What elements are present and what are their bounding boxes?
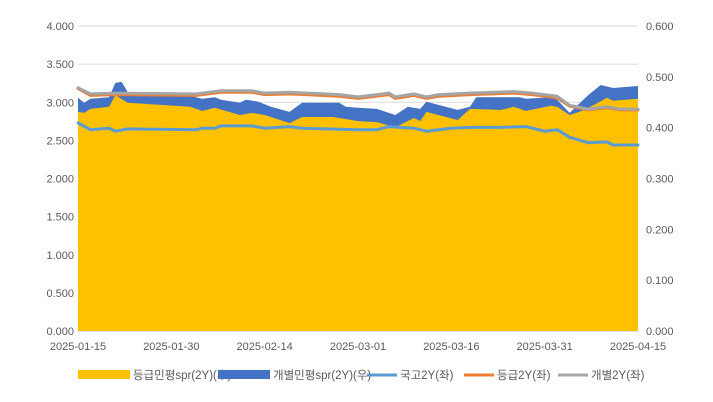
area-series-1 xyxy=(78,95,638,331)
x-tick-label: 2025-03-16 xyxy=(423,341,479,353)
left-tick-label: 2.500 xyxy=(46,135,74,147)
legend-label: 개별민평spr(2Y)(우) xyxy=(273,369,371,382)
left-tick-label: 4.000 xyxy=(46,21,74,33)
left-tick-label: 3.000 xyxy=(46,97,74,109)
right-tick-label: 0.300 xyxy=(646,174,674,186)
left-tick-label: 1.000 xyxy=(46,250,74,262)
right-tick-label: 0.100 xyxy=(646,275,674,287)
x-tick-label: 2025-02-14 xyxy=(237,341,293,353)
x-tick-label: 2025-03-31 xyxy=(517,341,573,353)
x-axis-ticks: 2025-01-15 2025-01-30 2025-02-14 2025-03-01… xyxy=(50,341,666,353)
legend-swatch xyxy=(78,370,130,379)
legend-swatch xyxy=(218,370,270,379)
left-tick-label: 2.000 xyxy=(46,174,74,186)
line-series xyxy=(76,86,640,147)
legend-label: 등급2Y(좌) xyxy=(497,369,551,382)
right-tick-label: 0.500 xyxy=(646,72,674,84)
line-series-4 xyxy=(76,86,640,111)
legend-label: 국고2Y(좌) xyxy=(400,369,454,382)
x-tick-label: 2025-01-15 xyxy=(50,341,106,353)
x-tick-label: 2025-04-15 xyxy=(610,341,666,353)
x-tick-label: 2025-03-01 xyxy=(330,341,386,353)
right-tick-label: 0.200 xyxy=(646,224,674,236)
left-tick-label: 0.000 xyxy=(46,326,74,338)
right-tick-label: 0.400 xyxy=(646,123,674,135)
right-tick-label: 0.000 xyxy=(646,326,674,338)
x-tick-label: 2025-01-30 xyxy=(143,341,199,353)
left-axis-ticks: 0.000 0.500 1.000 1.500 2.000 2.500 3.000 3.500… xyxy=(46,21,74,338)
legend-label: 등급민평spr(2Y)(우) xyxy=(133,369,231,382)
right-tick-label: 0.600 xyxy=(646,21,674,33)
left-tick-label: 0.500 xyxy=(46,288,74,300)
left-tick-label: 1.500 xyxy=(46,212,74,224)
legend-label: 개별2Y(좌) xyxy=(591,369,645,382)
left-tick-label: 3.500 xyxy=(46,59,74,71)
legend: 등급민평spr(2Y)(우) 개별민평spr(2Y)(우) 국고2Y(좌) 등급2Y(… xyxy=(78,369,645,382)
area-series xyxy=(78,81,638,332)
right-axis-ticks: 0.000 0.100 0.200 0.300 0.400 0.500 0.600 xyxy=(646,21,674,338)
line-series-2 xyxy=(76,121,640,147)
